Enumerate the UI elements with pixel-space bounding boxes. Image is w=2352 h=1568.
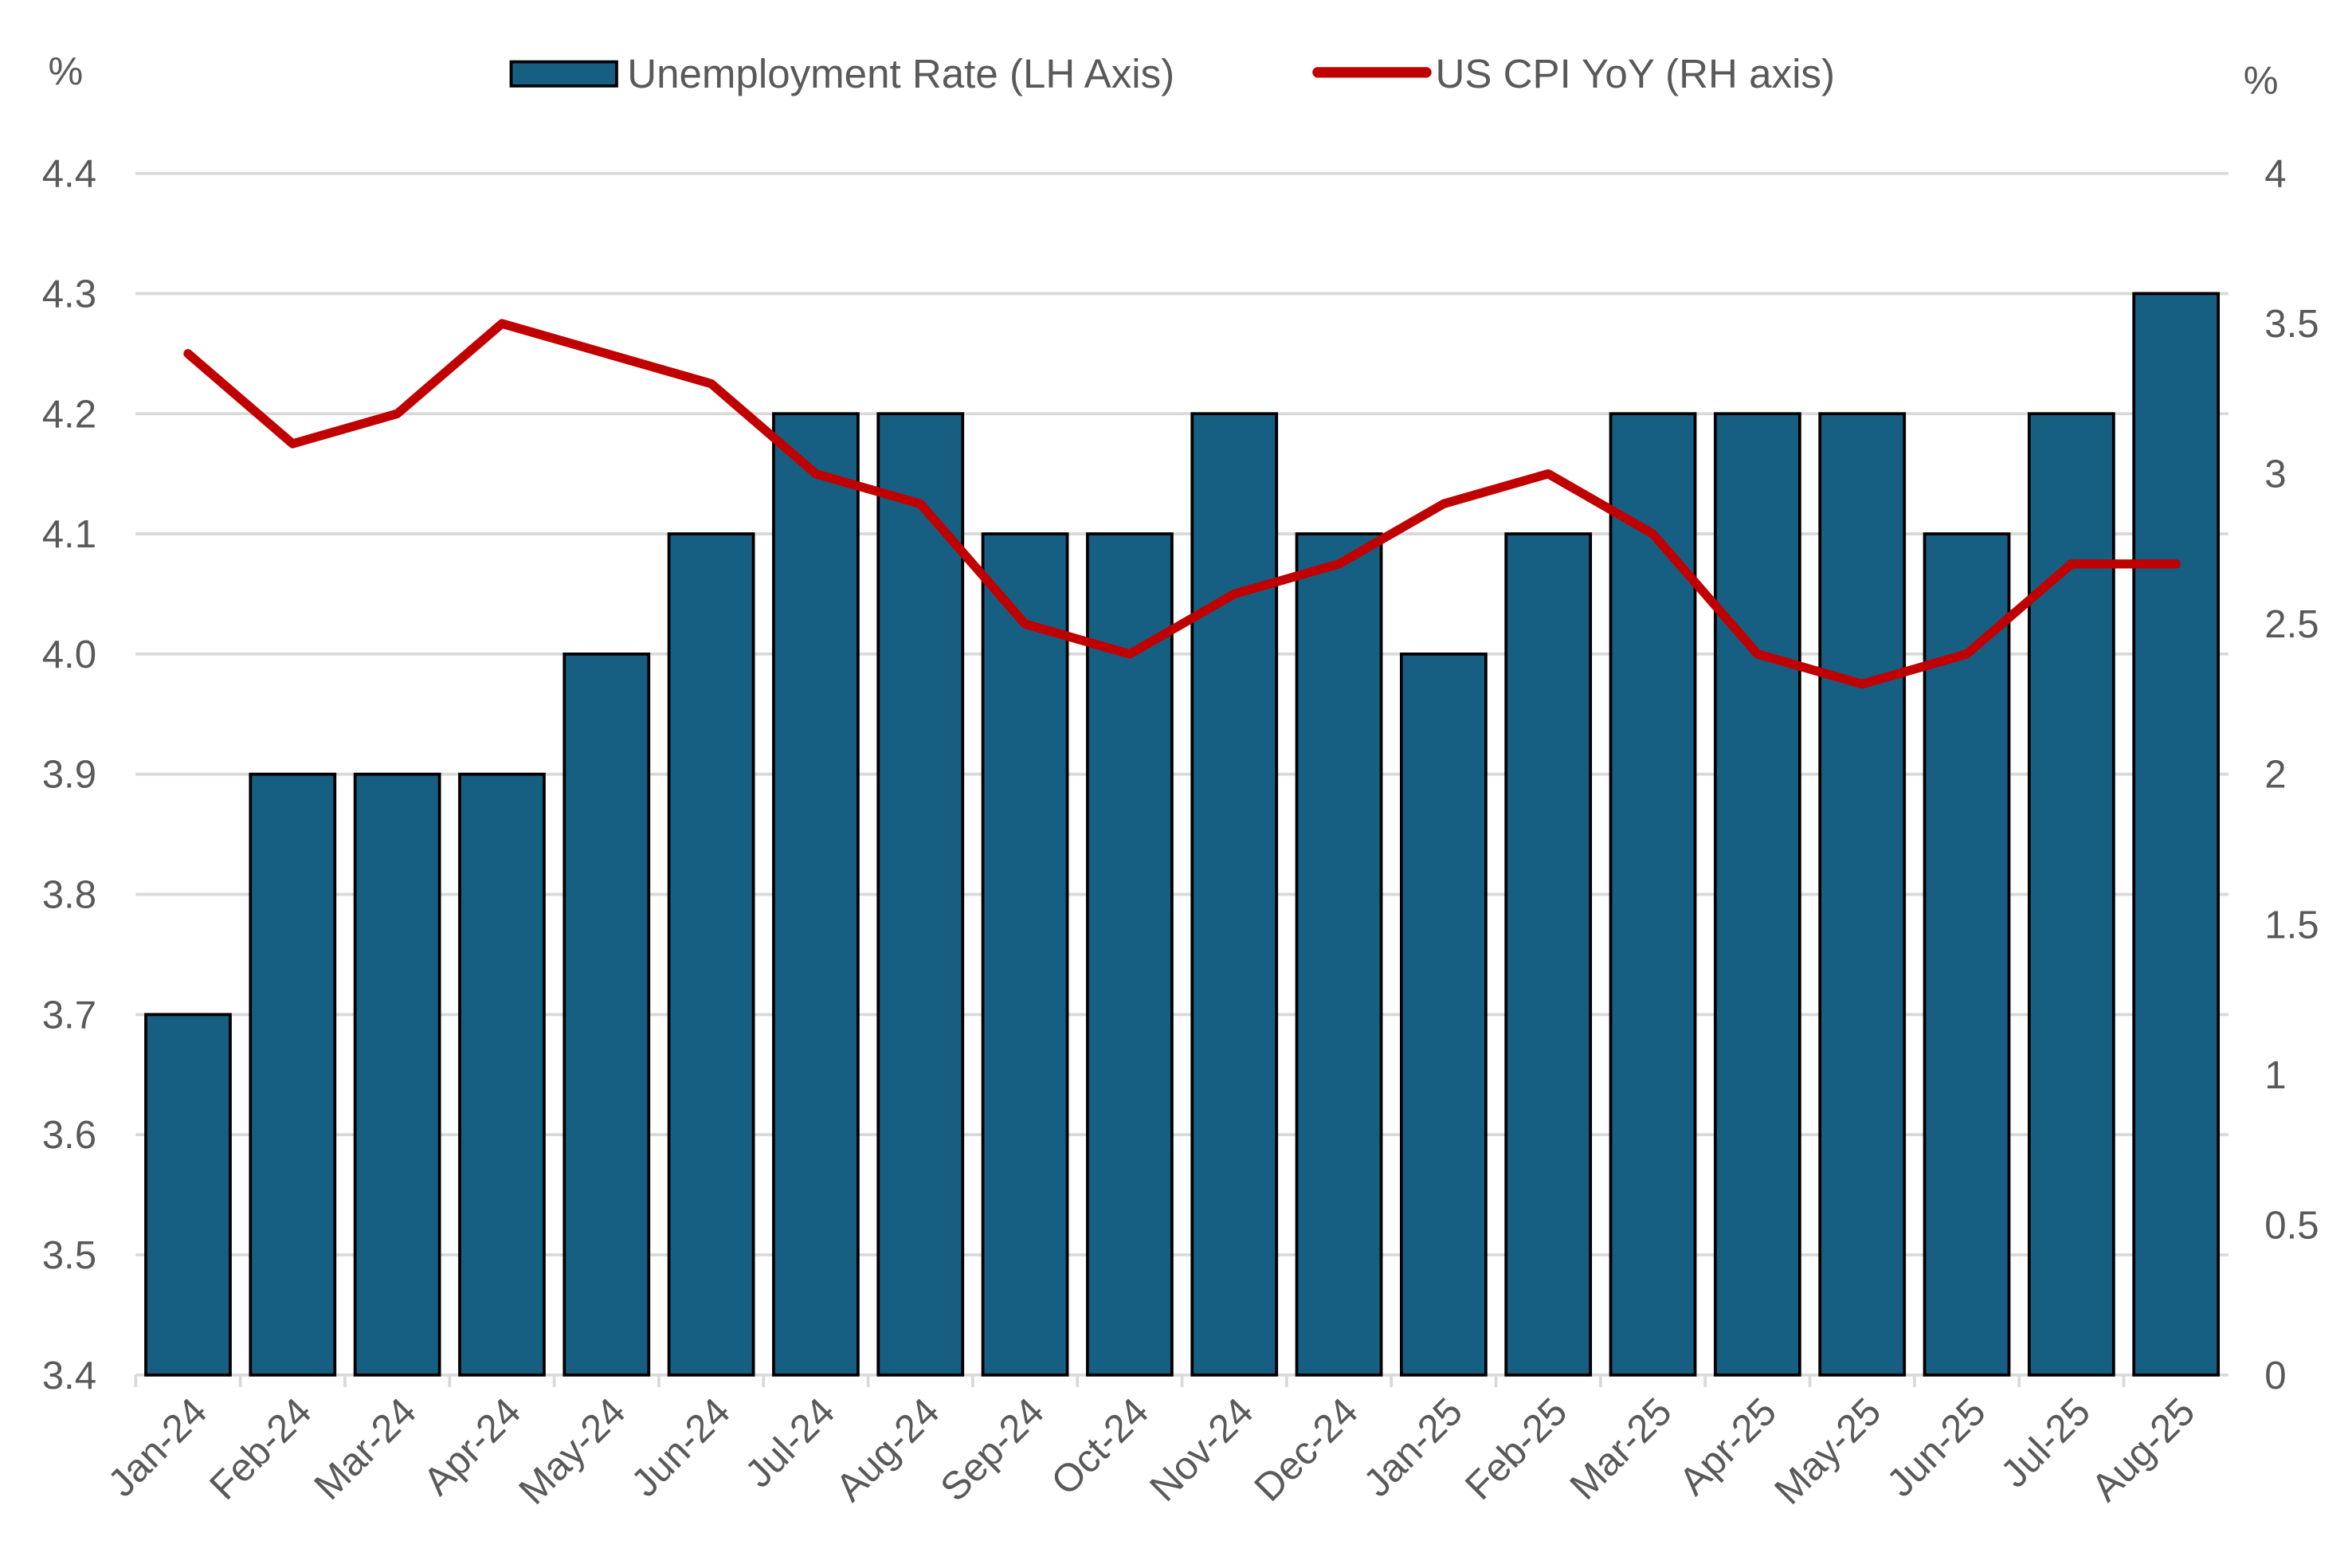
x-tick-label: Mar-25 [1562, 1390, 1680, 1508]
left-tick-label: 3.4 [42, 1354, 96, 1397]
left-tick-label: 3.6 [42, 1113, 96, 1157]
bar-unemployment [1086, 532, 1174, 1377]
bar-unemployment [1818, 412, 1907, 1377]
legend-swatch-unemployment [509, 60, 618, 88]
x-tick-label: Apr-25 [1671, 1390, 1785, 1503]
right-tick-label: 3 [2264, 453, 2286, 496]
right-tick-label: 3.5 [2264, 302, 2319, 346]
right-tick-label: 2.5 [2264, 602, 2319, 646]
left-tick-label: 3.7 [42, 993, 96, 1037]
bar-unemployment [353, 772, 441, 1377]
x-tick-label: Nov-24 [1141, 1390, 1261, 1510]
bar-unemployment [1295, 532, 1383, 1377]
x-tick-label: Jul-25 [1992, 1390, 2099, 1496]
left-tick-label: 3.9 [42, 753, 96, 797]
legend: Unemployment Rate (LH Axis) US CPI YoY (… [509, 51, 1835, 96]
left-tick-label: 4.1 [42, 512, 96, 556]
x-tick-label: Jun-24 [623, 1390, 739, 1505]
bar-unemployment [1400, 652, 1488, 1377]
bar-unemployment [667, 532, 755, 1377]
bar-unemployment [1504, 532, 1593, 1377]
right-tick-label: 0.5 [2264, 1203, 2319, 1247]
left-tick-label: 3.5 [42, 1233, 96, 1277]
right-tick-label: 4 [2264, 152, 2286, 196]
x-tick-label: Feb-24 [201, 1390, 319, 1508]
bar-unemployment [2132, 292, 2221, 1377]
left-tick-label: 3.8 [42, 873, 96, 917]
x-tick-label: Oct-24 [1043, 1390, 1157, 1503]
left-tick-label: 4.4 [42, 152, 96, 196]
x-tick-label: Jan-25 [1355, 1390, 1471, 1505]
legend-label-cpi: US CPI YoY (RH axis) [1435, 51, 1835, 96]
x-tick-label: Sep-24 [932, 1390, 1053, 1510]
right-axis-unit: % [2244, 58, 2279, 102]
x-tick-label: Jan-24 [100, 1390, 215, 1505]
x-tick-label: Dec-24 [1246, 1390, 1366, 1510]
x-tick-label: Jun-25 [1879, 1390, 1994, 1505]
right-tick-label: 0 [2264, 1354, 2286, 1397]
right-tick-label: 1 [2264, 1053, 2286, 1097]
x-tick-label: May-25 [1766, 1390, 1890, 1513]
bar-unemployment [563, 652, 651, 1377]
left-tick-label: 4.2 [42, 392, 96, 436]
x-tick-label: Aug-25 [2083, 1390, 2203, 1510]
x-tick-label: Apr-24 [415, 1390, 529, 1503]
x-tick-label: Mar-24 [306, 1390, 425, 1508]
bar-unemployment [249, 772, 337, 1377]
bar-unemployment [1923, 532, 2011, 1377]
left-axis-unit: % [49, 49, 84, 93]
x-tick-label: Aug-24 [827, 1390, 947, 1510]
left-tick-label: 4.0 [42, 633, 96, 676]
right-tick-label: 1.5 [2264, 903, 2319, 947]
bar-unemployment [1713, 412, 1801, 1377]
right-tick-label: 2 [2264, 753, 2286, 797]
bar-unemployment [1609, 412, 1697, 1377]
bar-unemployment [772, 412, 860, 1377]
bar-unemployment [876, 412, 965, 1377]
bar-unemployment [144, 1013, 232, 1377]
x-tick-label: Jul-24 [737, 1390, 844, 1496]
left-tick-label: 4.3 [42, 272, 96, 316]
cpi-line [183, 319, 2181, 689]
bar-unemployment [981, 532, 1069, 1377]
legend-label-unemployment: Unemployment Rate (LH Axis) [627, 51, 1174, 96]
x-tick-label: Feb-25 [1456, 1390, 1575, 1508]
bar-unemployment [2027, 412, 2115, 1377]
bar-unemployment [458, 772, 546, 1377]
x-tick-label: May-24 [511, 1390, 634, 1513]
bar-unemployment [1190, 412, 1279, 1377]
